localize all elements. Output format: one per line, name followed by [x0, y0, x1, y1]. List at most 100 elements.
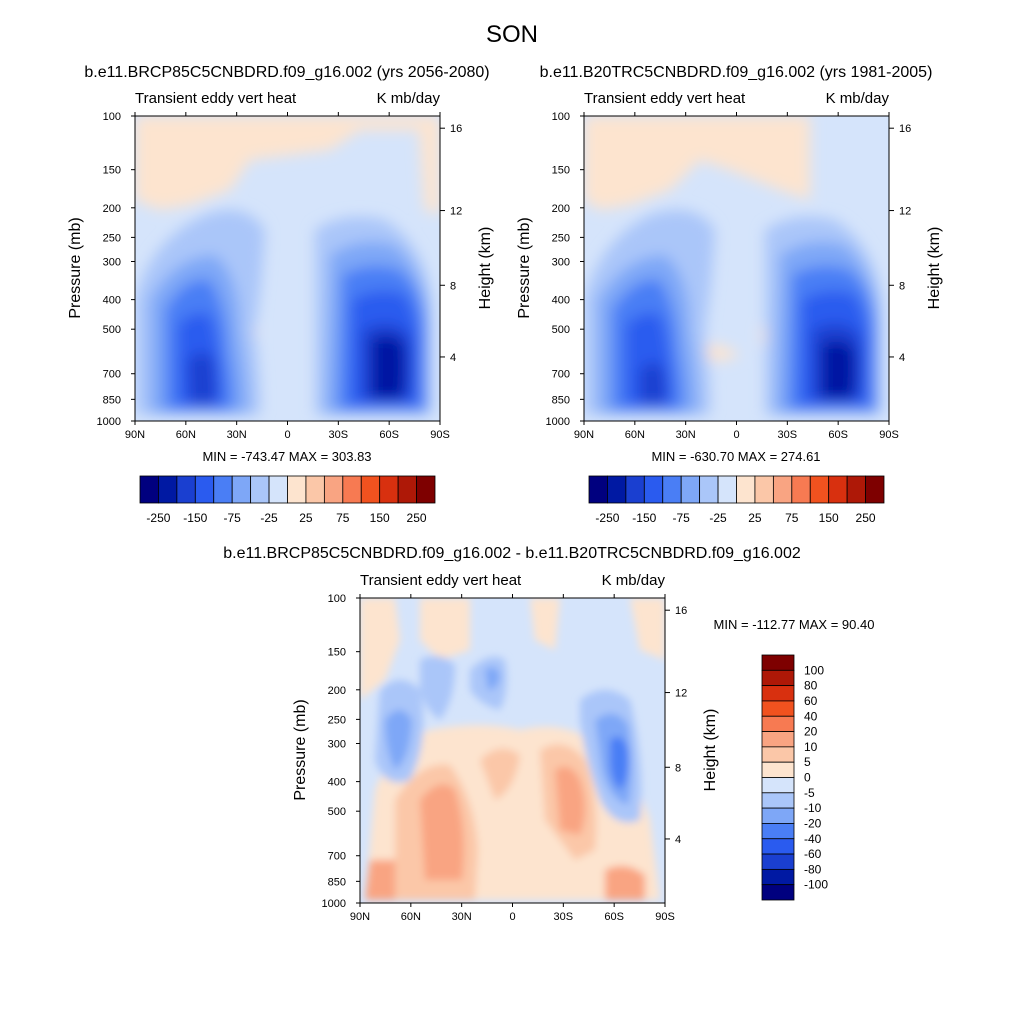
- x-tick-label: 60N: [176, 429, 196, 441]
- y-tick-label: 200: [328, 685, 346, 697]
- x-tick-label: 30S: [778, 429, 798, 441]
- colorbar-box: [846, 475, 866, 504]
- colorbar-box: [761, 746, 795, 763]
- y-tick-label: 1000: [97, 416, 121, 428]
- colorbar-box: [761, 685, 795, 702]
- y-tick-label: 850: [552, 394, 570, 406]
- y-tick-label: 1000: [546, 416, 570, 428]
- y2-axis-label: Height (km): [926, 227, 943, 310]
- colorbar-box: [416, 475, 436, 504]
- colorbar-box: [761, 654, 795, 671]
- x-tick-label: 90S: [879, 429, 899, 441]
- colorbar-box: [754, 475, 774, 504]
- x-tick-label: 90S: [655, 911, 675, 923]
- colorbar-box: [761, 669, 795, 687]
- x-tick-label: 90N: [350, 911, 370, 923]
- colorbar-label: -250: [146, 511, 170, 525]
- y2-tick-label: 12: [450, 206, 462, 218]
- y-tick-label: 700: [103, 369, 121, 381]
- colorbar-label: 40: [804, 709, 818, 723]
- left-string: Transient eddy vert heat: [135, 90, 297, 107]
- colorbar-label: -10: [804, 801, 822, 815]
- y2-tick-label: 12: [899, 206, 911, 218]
- y-axis-label: Pressure (mb): [292, 699, 309, 800]
- min-max-stats: MIN = -630.70 MAX = 274.61: [651, 449, 820, 464]
- x-tick-label: 60N: [625, 429, 645, 441]
- x-tick-label: 30N: [452, 911, 472, 923]
- colorbar-label: -40: [804, 832, 822, 846]
- panel-title: b.e11.BRCP85C5CNBDRD.f09_g16.002 - b.e11…: [223, 545, 801, 562]
- colorbar-label: -150: [632, 511, 656, 525]
- colorbar-box: [625, 475, 645, 504]
- right-string: K mb/day: [377, 90, 441, 107]
- colorbar-box: [662, 475, 682, 504]
- colorbar-label: 0: [804, 771, 811, 785]
- colorbar: -250 -150 -75 -25 25 75 150 250: [139, 475, 436, 525]
- y2-tick-label: 16: [675, 605, 687, 617]
- y2-tick-label: 4: [450, 352, 456, 364]
- colorbar-box: [736, 475, 756, 504]
- colorbar-box: [268, 475, 288, 504]
- colorbar-box: [360, 475, 381, 504]
- colorbar-box: [607, 475, 627, 504]
- colorbar-label: 25: [748, 511, 762, 525]
- panel-difference: b.e11.BRCP85C5CNBDRD.f09_g16.002 - b.e11…: [223, 545, 874, 923]
- x-tick-label: 30S: [329, 429, 349, 441]
- colorbar-box: [379, 475, 399, 504]
- y-tick-label: 100: [328, 593, 346, 605]
- y-tick-label: 1000: [322, 898, 346, 910]
- colorbar-box: [287, 475, 307, 504]
- y2-tick-label: 16: [450, 123, 462, 135]
- x-tick-label: 0: [733, 429, 739, 441]
- colorbar-box: [680, 475, 701, 504]
- y-axis-label: Pressure (mb): [67, 217, 84, 318]
- colorbar-label: -25: [709, 511, 727, 525]
- colorbar-box: [761, 700, 795, 717]
- x-tick-label: 90S: [430, 429, 450, 441]
- left-string: Transient eddy vert heat: [360, 572, 522, 589]
- colorbar-box: [643, 475, 664, 504]
- x-tick-label: 0: [509, 911, 515, 923]
- y-tick-label: 400: [103, 295, 121, 307]
- y-tick-label: 300: [103, 256, 121, 268]
- x-tick-label: 30N: [676, 429, 696, 441]
- colorbar-box: [231, 475, 252, 504]
- colorbar-label: 25: [299, 511, 313, 525]
- colorbar-label: 150: [819, 511, 839, 525]
- y-tick-label: 250: [103, 232, 121, 244]
- colorbar-box: [761, 731, 795, 748]
- y2-tick-label: 12: [675, 688, 687, 700]
- colorbar-label: -80: [804, 862, 822, 876]
- colorbar: -250 -150 -75 -25 25 75 150 250: [588, 475, 885, 525]
- colorbar-label: 60: [804, 694, 818, 708]
- y-tick-label: 400: [552, 295, 570, 307]
- y2-tick-label: 16: [899, 123, 911, 135]
- x-tick-label: 60S: [604, 911, 624, 923]
- y-tick-label: 150: [103, 165, 121, 177]
- y-tick-label: 200: [103, 203, 121, 215]
- contour-field: [360, 598, 665, 903]
- colorbar-label: -60: [804, 847, 822, 861]
- colorbar-label: 5: [804, 755, 811, 769]
- colorbar-box: [809, 475, 830, 504]
- y2-tick-label: 8: [899, 280, 905, 292]
- colorbar-box: [342, 475, 362, 504]
- x-tick-label: 90N: [574, 429, 594, 441]
- colorbar-box: [323, 475, 344, 504]
- y-tick-label: 700: [552, 369, 570, 381]
- colorbar-box: [699, 475, 719, 504]
- y-tick-label: 100: [103, 111, 121, 123]
- y-tick-label: 850: [328, 876, 346, 888]
- colorbar-box: [139, 475, 159, 504]
- panel-title: b.e11.BRCP85C5CNBDRD.f09_g16.002 (yrs 20…: [84, 64, 489, 81]
- colorbar-box: [772, 475, 793, 504]
- min-max-stats: MIN = -112.77 MAX = 90.40: [714, 617, 875, 632]
- colorbar-box: [305, 475, 325, 504]
- y-axis-label: Pressure (mb): [516, 217, 533, 318]
- y-tick-label: 150: [328, 647, 346, 659]
- min-max-stats: MIN = -743.47 MAX = 303.83: [202, 449, 371, 464]
- x-tick-label: 90N: [125, 429, 145, 441]
- colorbar-box: [194, 475, 215, 504]
- colorbar-box: [761, 868, 795, 886]
